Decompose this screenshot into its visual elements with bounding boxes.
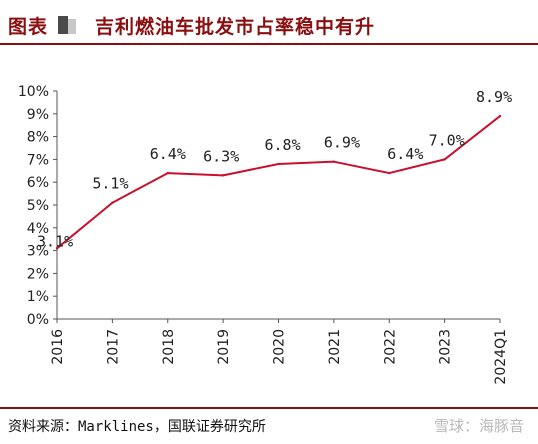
x-tick-label: 2021 [327, 329, 343, 365]
header-divider [0, 43, 538, 45]
y-tick-label: 7% [27, 152, 49, 168]
data-label: 6.4% [387, 145, 423, 163]
data-label: 7.0% [429, 131, 465, 149]
y-tick-label: 2% [27, 266, 49, 282]
data-label: 6.8% [265, 136, 301, 154]
data-point [55, 247, 59, 250]
x-tick-label: 2016 [50, 329, 66, 365]
data-label: 5.1% [92, 175, 128, 193]
y-tick-label: 3% [27, 244, 49, 260]
source-note: 资料来源：Marklines，国联证券研究所 [8, 419, 266, 435]
y-tick-label: 1% [27, 289, 49, 305]
figure-header: 图表 吉利燃油车批发市占率稳中有升 [0, 0, 538, 42]
data-point [332, 160, 336, 163]
x-tick-label: 2020 [272, 329, 288, 365]
x-tick-label: 2017 [105, 329, 121, 365]
y-tick-label: 5% [27, 198, 49, 214]
data-point [166, 171, 169, 175]
y-tick-label: 0% [27, 312, 49, 328]
y-tick-label: 4% [27, 221, 49, 237]
x-tick-label: 2024Q1 [493, 329, 509, 385]
watermark: 雪球：海豚音 [433, 417, 524, 435]
footer-divider [0, 407, 538, 409]
x-tick-label: 2022 [382, 329, 398, 365]
figure-tag-icon [58, 16, 76, 34]
data-label: 8.9% [476, 88, 512, 106]
y-tick-label: 9% [27, 107, 49, 123]
data-point [498, 114, 502, 118]
data-label: 3.1% [37, 232, 73, 250]
data-point [443, 158, 446, 161]
chart-title: 吉利燃油车批发市占率稳中有升 [95, 16, 376, 38]
data-point [111, 201, 114, 204]
y-tick-label: 8% [27, 130, 49, 146]
data-point [277, 162, 280, 166]
figure-label: 图表 [8, 16, 49, 38]
data-label: 6.3% [203, 147, 239, 165]
data-label: 6.4% [150, 145, 186, 163]
y-tick-label: 10% [18, 84, 49, 100]
x-tick-label: 2018 [161, 329, 177, 365]
y-tick-label: 6% [27, 175, 49, 191]
x-tick-label: 2019 [216, 329, 232, 365]
data-point [388, 171, 391, 175]
x-tick-label: 2023 [438, 329, 454, 365]
data-label: 6.9% [324, 134, 360, 152]
data-point [221, 174, 225, 177]
